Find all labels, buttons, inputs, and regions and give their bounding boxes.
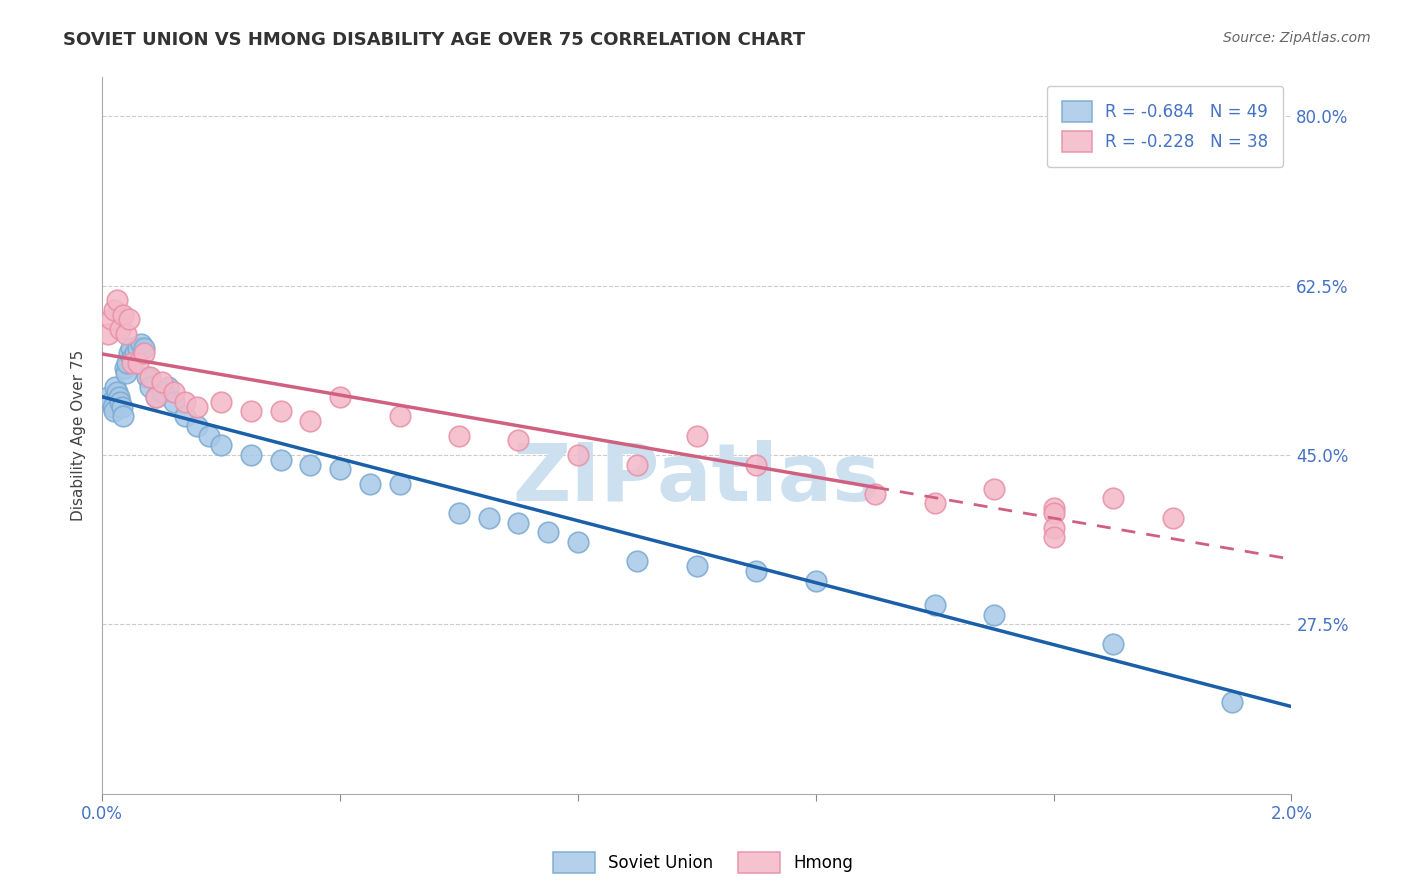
Point <box>270 452 292 467</box>
Point <box>209 394 232 409</box>
Point <box>299 414 322 428</box>
Point <box>626 458 648 472</box>
Point <box>100 394 122 409</box>
Point <box>132 346 155 360</box>
Point <box>359 477 381 491</box>
Point <box>124 346 146 360</box>
Point <box>108 394 131 409</box>
Point <box>1102 491 1125 506</box>
Point <box>108 322 131 336</box>
Point <box>105 293 128 307</box>
Point <box>150 384 173 399</box>
Point <box>186 418 208 433</box>
Point <box>145 390 167 404</box>
Text: SOVIET UNION VS HMONG DISABILITY AGE OVER 75 CORRELATION CHART: SOVIET UNION VS HMONG DISABILITY AGE OVE… <box>63 31 806 49</box>
Point <box>924 598 946 612</box>
Point <box>186 400 208 414</box>
Point <box>1042 501 1064 516</box>
Point <box>447 506 470 520</box>
Point <box>1220 695 1243 709</box>
Point <box>145 390 167 404</box>
Point <box>567 448 589 462</box>
Point <box>863 486 886 500</box>
Point <box>1042 530 1064 544</box>
Point <box>1102 637 1125 651</box>
Point <box>150 376 173 390</box>
Point <box>97 390 120 404</box>
Point <box>115 366 138 380</box>
Point <box>983 607 1005 622</box>
Point <box>103 302 125 317</box>
Legend: Soviet Union, Hmong: Soviet Union, Hmong <box>547 846 859 880</box>
Point <box>329 390 352 404</box>
Point <box>270 404 292 418</box>
Point <box>114 360 136 375</box>
Point <box>626 554 648 568</box>
Point <box>111 308 134 322</box>
Point <box>111 409 134 424</box>
Point <box>101 400 124 414</box>
Point <box>115 356 138 370</box>
Point <box>388 477 411 491</box>
Point <box>924 496 946 510</box>
Y-axis label: Disability Age Over 75: Disability Age Over 75 <box>72 350 86 521</box>
Point <box>139 380 162 394</box>
Point <box>118 346 141 360</box>
Point <box>162 384 184 399</box>
Point <box>1042 520 1064 534</box>
Point <box>121 351 143 365</box>
Point <box>129 336 152 351</box>
Text: Source: ZipAtlas.com: Source: ZipAtlas.com <box>1223 31 1371 45</box>
Point <box>120 342 142 356</box>
Point <box>508 434 530 448</box>
Point <box>1042 506 1064 520</box>
Point <box>299 458 322 472</box>
Point <box>105 384 128 399</box>
Point <box>121 356 143 370</box>
Point <box>686 428 709 442</box>
Point <box>388 409 411 424</box>
Point <box>198 428 221 442</box>
Point <box>239 404 262 418</box>
Text: ZIPatlas: ZIPatlas <box>513 440 882 517</box>
Point <box>209 438 232 452</box>
Point <box>132 342 155 356</box>
Point <box>745 564 768 578</box>
Point <box>1161 511 1184 525</box>
Point <box>804 574 827 588</box>
Point <box>174 409 197 424</box>
Point <box>745 458 768 472</box>
Point <box>174 394 197 409</box>
Point <box>239 448 262 462</box>
Point <box>118 312 141 326</box>
Point <box>567 535 589 549</box>
Point <box>127 356 149 370</box>
Point <box>108 390 131 404</box>
Legend: R = -0.684   N = 49, R = -0.228   N = 38: R = -0.684 N = 49, R = -0.228 N = 38 <box>1046 86 1284 167</box>
Point <box>508 516 530 530</box>
Point <box>537 525 560 540</box>
Point <box>111 400 134 414</box>
Point <box>103 404 125 418</box>
Point <box>139 370 162 384</box>
Point <box>115 326 138 341</box>
Point <box>127 342 149 356</box>
Point <box>329 462 352 476</box>
Point <box>104 380 127 394</box>
Point <box>686 559 709 574</box>
Point <box>135 370 157 384</box>
Point <box>97 326 120 341</box>
Point <box>447 428 470 442</box>
Point <box>100 312 122 326</box>
Point <box>156 380 179 394</box>
Point <box>478 511 501 525</box>
Point <box>983 482 1005 496</box>
Point <box>162 394 184 409</box>
